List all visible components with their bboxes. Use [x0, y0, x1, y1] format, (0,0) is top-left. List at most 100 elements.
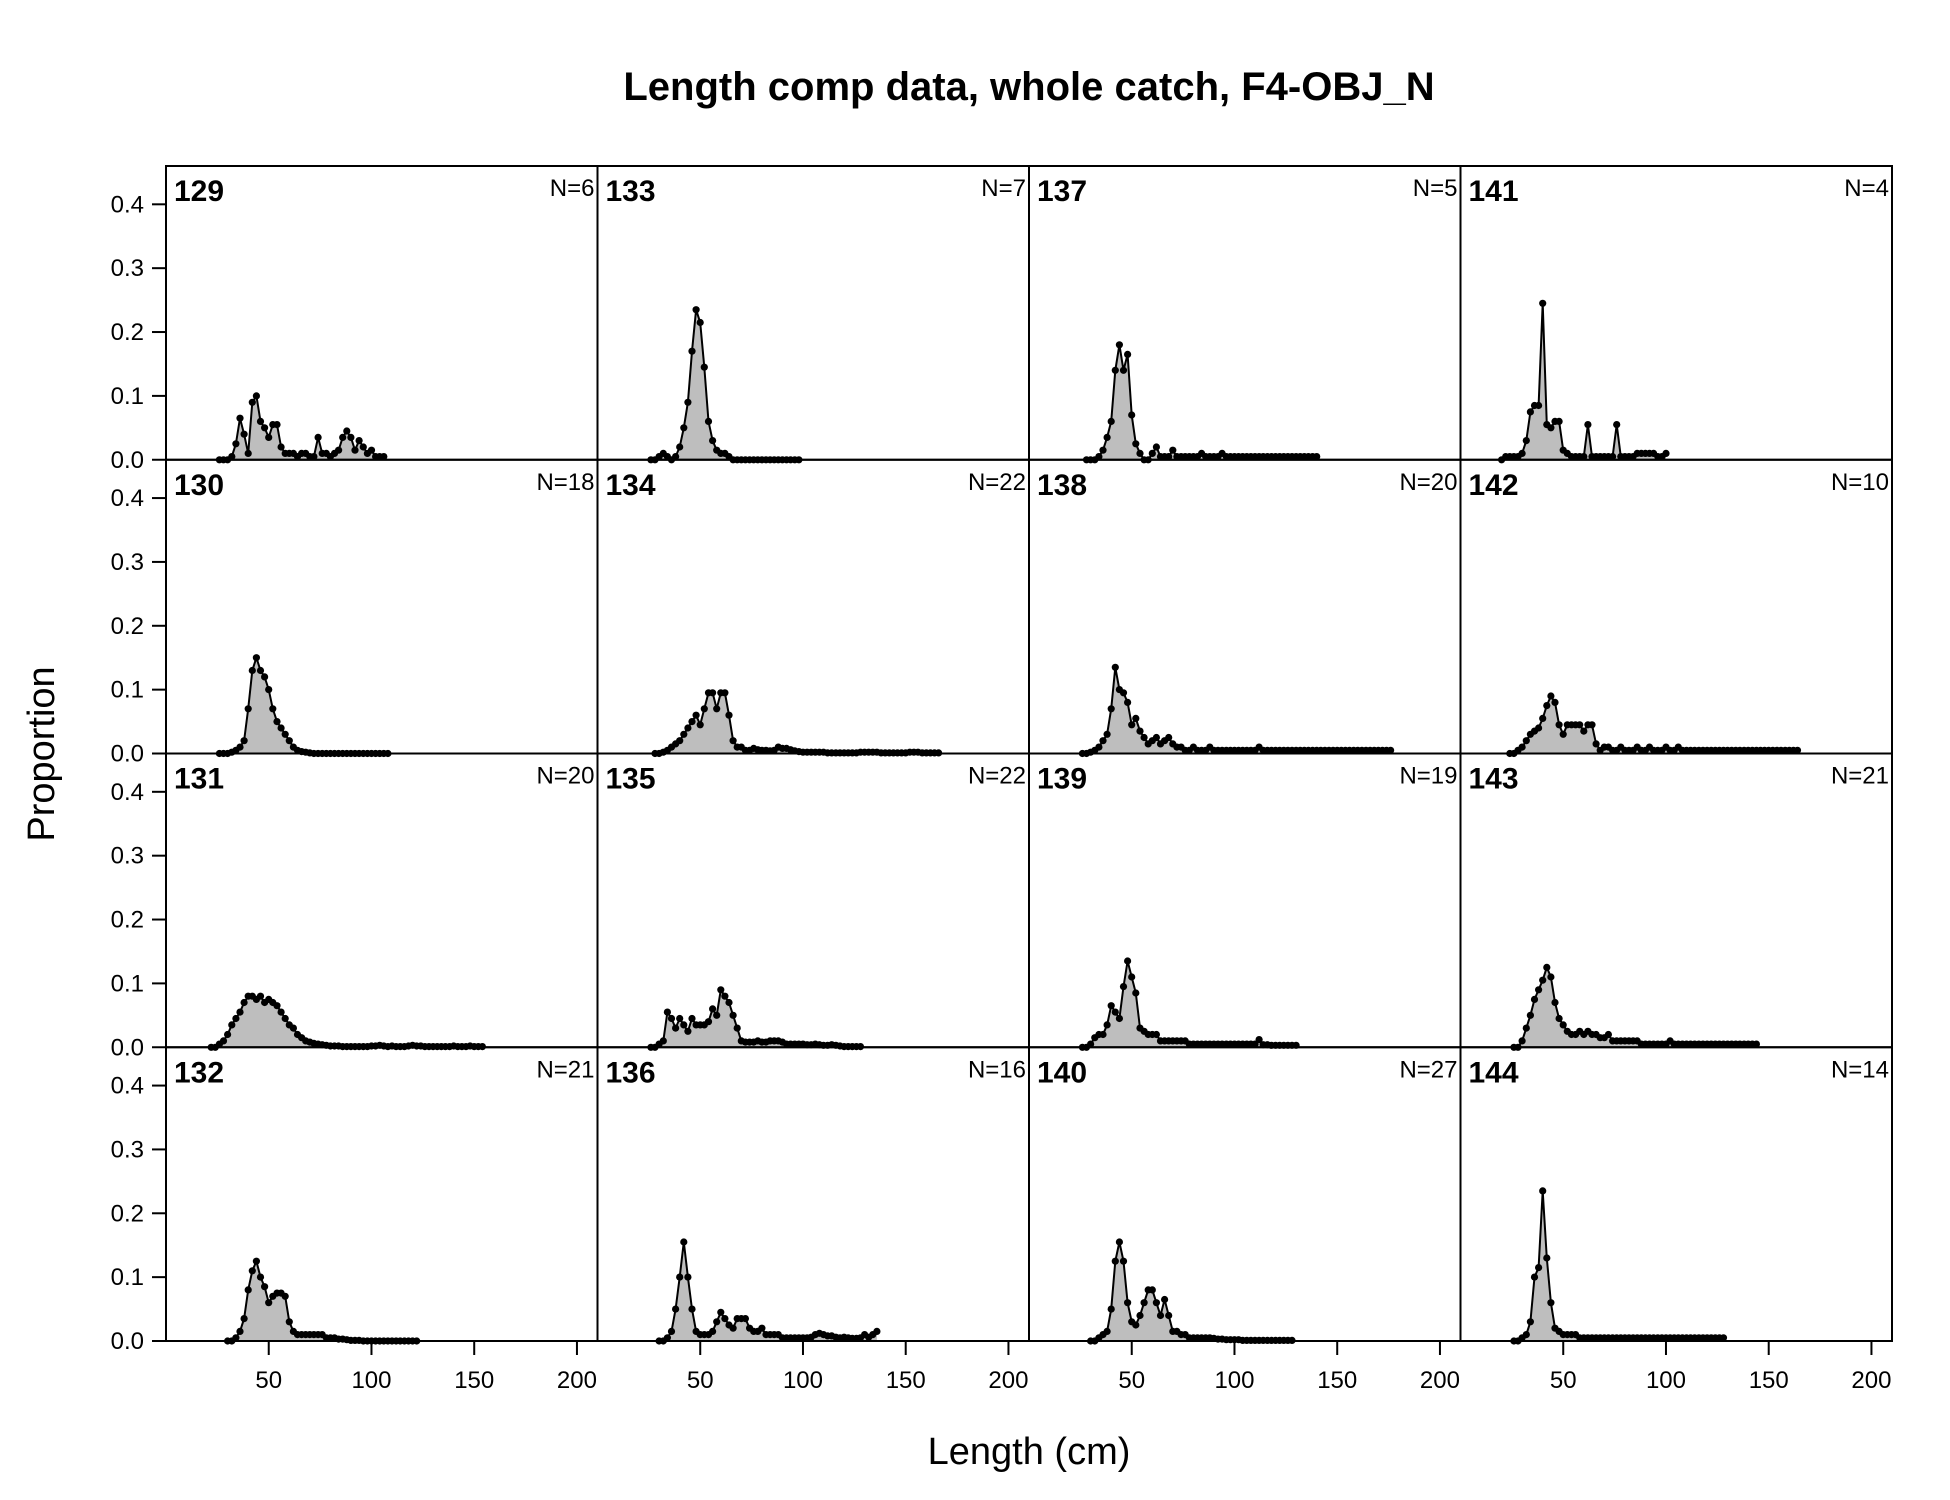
data-point [1115, 1014, 1123, 1023]
data-point [696, 721, 704, 729]
data-point [1559, 1021, 1567, 1029]
data-point [1576, 721, 1584, 729]
data-point [1165, 733, 1173, 742]
panel-n-label: N=16 [968, 1056, 1026, 1083]
data-point [1535, 1264, 1543, 1272]
panel-frame [1459, 458, 1893, 755]
data-point [236, 414, 244, 422]
data-point [269, 705, 277, 713]
x-tick-label: 200 [557, 1367, 597, 1394]
data-point [1592, 740, 1600, 748]
panel-label: 133 [606, 175, 656, 208]
panel-frame [1028, 458, 1462, 755]
data-point [729, 737, 737, 745]
data-point [248, 666, 256, 675]
data-point [256, 417, 265, 425]
panel-140: 140 N=27 50 100 150 200 [1028, 1046, 1462, 1394]
data-point [1752, 1040, 1760, 1048]
data-point [1522, 737, 1530, 745]
data-point [289, 1024, 297, 1032]
data-point [273, 1002, 281, 1010]
panel-n-label: N=7 [981, 175, 1026, 202]
data-point [1551, 998, 1559, 1007]
data-point [252, 654, 260, 662]
panel-n-label: N=18 [536, 469, 594, 496]
data-point [684, 1027, 692, 1035]
data-point [310, 453, 318, 461]
data-point [1111, 366, 1119, 374]
y-tick-label: 0.1 [111, 677, 144, 704]
data-point [1555, 721, 1563, 729]
data-point [1115, 341, 1123, 349]
data-point [667, 1327, 676, 1335]
data-point [351, 446, 359, 454]
data-point [1543, 702, 1551, 710]
panel-129: 129 N=6 0.0 0.1 0.2 0.3 0.4 [111, 165, 599, 474]
data-point [1547, 692, 1555, 700]
y-tick-label: 0.4 [111, 485, 144, 512]
data-point [335, 446, 343, 454]
panel-130: 130 N=18 0.0 0.1 0.2 0.3 0.4 [111, 458, 599, 768]
data-point [680, 730, 688, 738]
panel-label: 135 [606, 763, 656, 796]
y-tick-label: 0.3 [111, 843, 144, 870]
data-point [232, 1334, 240, 1342]
data-point [1539, 976, 1547, 984]
data-point [741, 1315, 750, 1323]
data-point [273, 421, 281, 429]
data-point [359, 443, 367, 451]
data-point [1539, 1187, 1547, 1195]
data-point [256, 666, 265, 675]
panel-n-label: N=14 [1831, 1056, 1889, 1083]
data-point [676, 1273, 684, 1281]
data-point [1580, 453, 1588, 461]
y-tick-label: 0.1 [111, 970, 144, 997]
panel-n-label: N=20 [1399, 469, 1457, 496]
series-area [1082, 961, 1297, 1048]
data-point [1107, 417, 1115, 425]
panel-frame [1028, 752, 1462, 1049]
panel-frame [596, 165, 1030, 461]
y-tick-label: 0.2 [111, 319, 144, 346]
data-point [1099, 1030, 1107, 1039]
panel-138: 138 N=20 [1028, 458, 1462, 758]
data-point [277, 1008, 285, 1016]
y-tick-label: 0.3 [111, 1136, 144, 1163]
data-point [1613, 421, 1621, 429]
series-area [219, 657, 388, 754]
data-point [1547, 1299, 1555, 1307]
panel-frame [165, 752, 599, 1049]
data-point [273, 718, 281, 726]
x-tick-label: 50 [255, 1367, 282, 1394]
data-point [729, 1324, 737, 1332]
x-tick-label: 200 [988, 1367, 1028, 1394]
data-point [1522, 1331, 1530, 1339]
data-point [1604, 1030, 1612, 1039]
data-point [1518, 743, 1526, 751]
data-point [1543, 1254, 1551, 1262]
data-point [713, 1011, 721, 1019]
panel-frame [596, 1046, 1030, 1342]
series-area [650, 309, 799, 460]
data-point [1535, 724, 1543, 732]
y-tick-label: 0.4 [111, 191, 144, 218]
panel-label: 143 [1469, 763, 1519, 796]
data-point [1156, 1311, 1165, 1320]
data-point [709, 1327, 717, 1335]
y-axis-label: Proportion [21, 666, 63, 841]
data-point [240, 998, 248, 1007]
data-point [1522, 1024, 1530, 1032]
x-tick-label: 100 [351, 1367, 391, 1394]
x-axis-label: Length (cm) [928, 1431, 1131, 1473]
data-point [1609, 453, 1617, 461]
data-point [688, 347, 696, 355]
data-point [1119, 983, 1128, 991]
data-point [1535, 986, 1543, 994]
data-point [704, 417, 713, 425]
y-tick-label: 0.2 [111, 1200, 144, 1227]
data-point [1103, 1327, 1111, 1335]
data-point [672, 1305, 680, 1313]
data-point [1559, 730, 1567, 738]
data-point [1132, 1321, 1140, 1329]
series-area [1513, 1190, 1724, 1341]
